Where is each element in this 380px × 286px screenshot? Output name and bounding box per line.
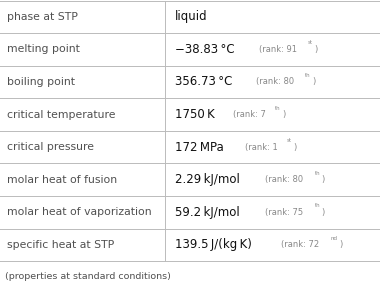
Text: th: th: [276, 106, 281, 111]
Text: boiling point: boiling point: [7, 77, 75, 87]
Text: specific heat at STP: specific heat at STP: [7, 240, 114, 250]
Text: ): ): [321, 208, 325, 217]
Text: ): ): [293, 143, 296, 152]
Text: (rank: 91: (rank: 91: [258, 45, 296, 54]
Text: th: th: [305, 73, 310, 78]
Text: ): ): [283, 110, 286, 119]
Text: (rank: 72: (rank: 72: [281, 240, 319, 249]
Text: ): ): [312, 78, 315, 86]
Text: st: st: [287, 138, 292, 143]
Text: (rank: 75: (rank: 75: [265, 208, 303, 217]
Text: 2.29 kJ/mol: 2.29 kJ/mol: [175, 173, 240, 186]
Text: 172 MPa: 172 MPa: [175, 141, 223, 154]
Text: phase at STP: phase at STP: [7, 12, 78, 22]
Text: (rank: 80: (rank: 80: [265, 175, 304, 184]
Text: melting point: melting point: [7, 44, 80, 54]
Text: −38.83 °C: −38.83 °C: [175, 43, 234, 56]
Text: 59.2 kJ/mol: 59.2 kJ/mol: [175, 206, 239, 219]
Text: (rank: 1: (rank: 1: [245, 143, 277, 152]
Text: (rank: 7: (rank: 7: [233, 110, 266, 119]
Text: 139.5 J/(kg K): 139.5 J/(kg K): [175, 238, 252, 251]
Text: critical temperature: critical temperature: [7, 110, 116, 120]
Text: 1750 K: 1750 K: [175, 108, 215, 121]
Text: molar heat of fusion: molar heat of fusion: [7, 175, 117, 185]
Text: th: th: [315, 171, 320, 176]
Text: molar heat of vaporization: molar heat of vaporization: [7, 207, 152, 217]
Text: nd: nd: [330, 236, 337, 241]
Text: ): ): [339, 240, 342, 249]
Text: ): ): [322, 175, 325, 184]
Text: (properties at standard conditions): (properties at standard conditions): [5, 272, 171, 281]
Text: 356.73 °C: 356.73 °C: [175, 76, 232, 88]
Text: critical pressure: critical pressure: [7, 142, 94, 152]
Text: th: th: [314, 203, 320, 208]
Text: st: st: [307, 40, 313, 45]
Text: liquid: liquid: [175, 10, 207, 23]
Text: ): ): [314, 45, 317, 54]
Text: (rank: 80: (rank: 80: [256, 78, 294, 86]
